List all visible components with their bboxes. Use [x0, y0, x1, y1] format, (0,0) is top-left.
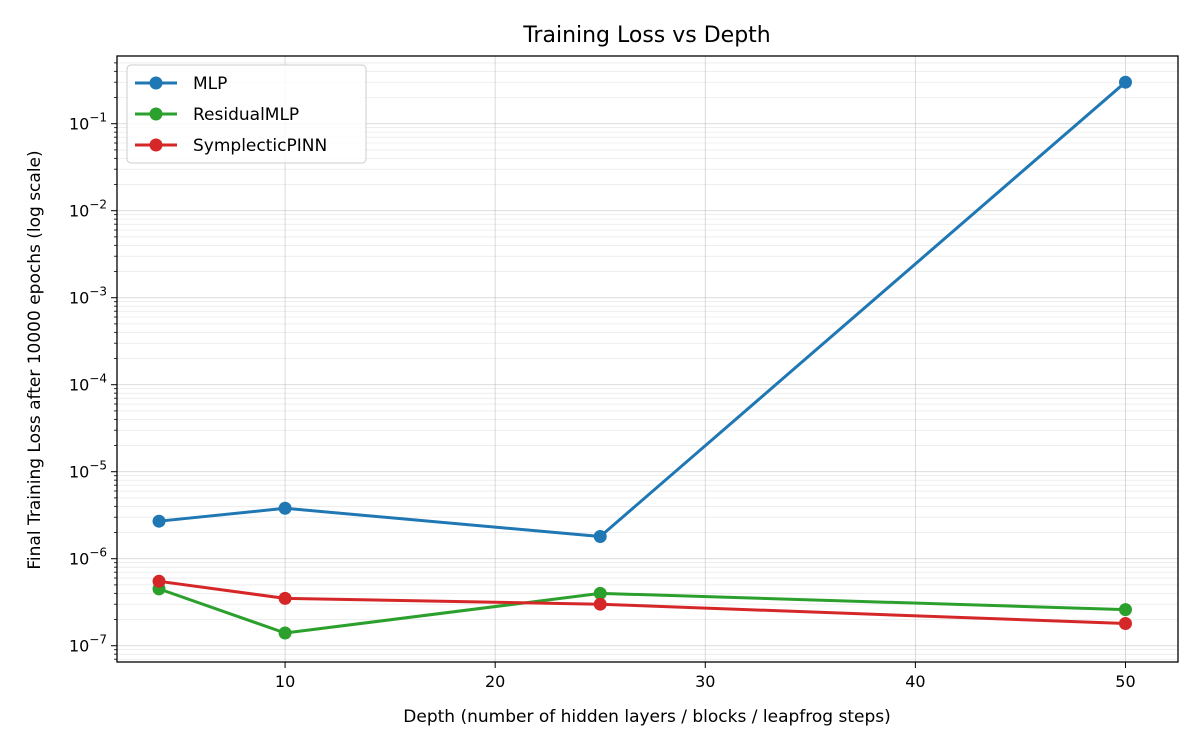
data-point-mlp	[1118, 75, 1132, 89]
y-tick-label: 10−1	[69, 111, 107, 134]
x-tick-label: 20	[485, 672, 505, 691]
data-point-residualmlp	[1118, 603, 1132, 617]
data-point-mlp	[593, 530, 607, 544]
legend-box	[126, 64, 367, 164]
legend-item-symplecticpinn: SymplecticPINN	[135, 136, 327, 156]
axis-ticks: 10−7 10−6 10−5 10−4 10−3 10−2 10−1 10 20 30 40 50	[69, 62, 1136, 691]
y-tick-label: 10−5	[69, 459, 107, 482]
series-residualmlp	[152, 582, 1132, 640]
legend-item-mlp: MLP	[135, 74, 227, 94]
data-point-residualmlp	[593, 586, 607, 600]
data-point-mlp	[152, 514, 166, 528]
legend-label-mlp: MLP	[193, 74, 227, 94]
data-point-symplecticpinn	[593, 597, 607, 611]
legend-label-residualmlp: ResidualMLP	[193, 105, 299, 125]
legend-marker-symplecticpinn	[149, 138, 163, 152]
x-tick-label: 30	[695, 672, 715, 691]
data-point-mlp	[278, 501, 292, 515]
y-tick-label: 10−3	[69, 285, 107, 308]
series-symplecticpinn	[152, 574, 1132, 631]
x-tick-label: 50	[1115, 672, 1135, 691]
y-tick-label: 10−7	[69, 633, 107, 656]
data-point-symplecticpinn	[278, 591, 292, 605]
legend-item-residualmlp: ResidualMLP	[135, 105, 299, 125]
x-tick-label: 40	[905, 672, 925, 691]
y-axis-label: Final Training Loss after 10000 epochs (…	[25, 150, 45, 569]
legend-label-symplecticpinn: SymplecticPINN	[193, 136, 327, 156]
data-point-symplecticpinn	[1118, 617, 1132, 631]
y-tick-label: 10−2	[69, 198, 107, 221]
series-mlp	[152, 75, 1132, 544]
plot-frame	[116, 55, 1179, 663]
legend-marker-mlp	[149, 76, 163, 90]
data-point-symplecticpinn	[152, 574, 166, 588]
x-tick-label: 10	[275, 672, 295, 691]
legend-marker-residualmlp	[149, 107, 163, 121]
y-tick-label: 10−4	[69, 372, 107, 395]
data-point-residualmlp	[278, 626, 292, 640]
series-line-mlp	[157, 80, 1127, 539]
series-line-symplecticpinn	[157, 579, 1127, 626]
series-group	[152, 75, 1132, 640]
series-line-residualmlp	[157, 587, 1127, 635]
chart-title: Training Loss vs Depth	[522, 23, 771, 48]
legend: MLP ResidualMLP SymplecticPINN	[126, 64, 367, 164]
grid	[117, 56, 1178, 662]
y-tick-label: 10−6	[69, 546, 107, 569]
x-axis-label: Depth (number of hidden layers / blocks …	[403, 707, 890, 727]
